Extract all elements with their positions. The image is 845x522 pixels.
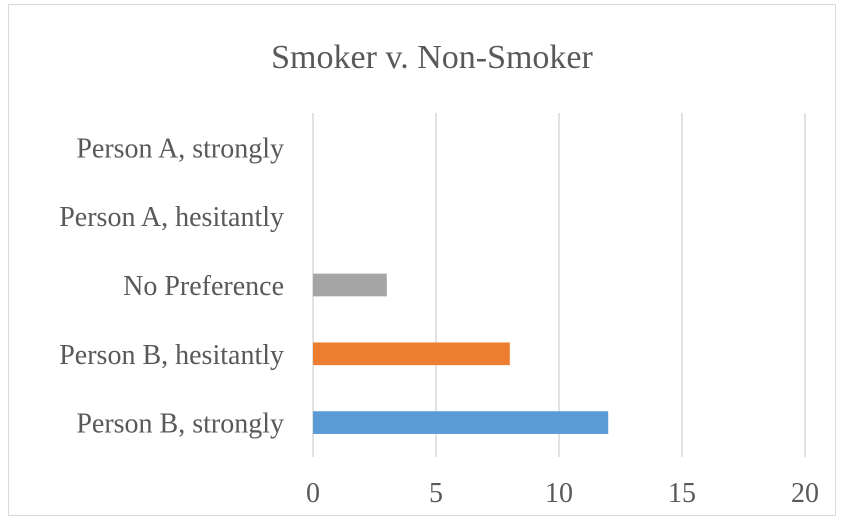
bar-person-b-hesitantly (313, 342, 510, 366)
gridlines (312, 113, 806, 457)
category-label: Person B, hesitantly (59, 340, 284, 371)
bar-person-b-strongly (313, 411, 609, 434)
bar-no-preference (313, 273, 387, 297)
category-labels: Person A, strongly Person A, hesitantly No… (59, 133, 284, 439)
x-tick-label: 0 (306, 478, 320, 509)
category-label: Person B, strongly (76, 409, 284, 440)
x-tick-label: 10 (545, 478, 573, 509)
x-tick-label: 5 (429, 478, 443, 509)
x-tick-label: 15 (668, 478, 696, 509)
x-axis-tick-labels: 0 5 10 15 20 (306, 478, 819, 509)
bars (313, 273, 609, 434)
chart-title: Smoker v. Non-Smoker (271, 39, 593, 76)
category-label: No Preference (123, 271, 284, 302)
category-label: Person A, strongly (76, 133, 284, 164)
category-label: Person A, hesitantly (59, 202, 284, 233)
x-tick-label: 20 (791, 478, 819, 509)
